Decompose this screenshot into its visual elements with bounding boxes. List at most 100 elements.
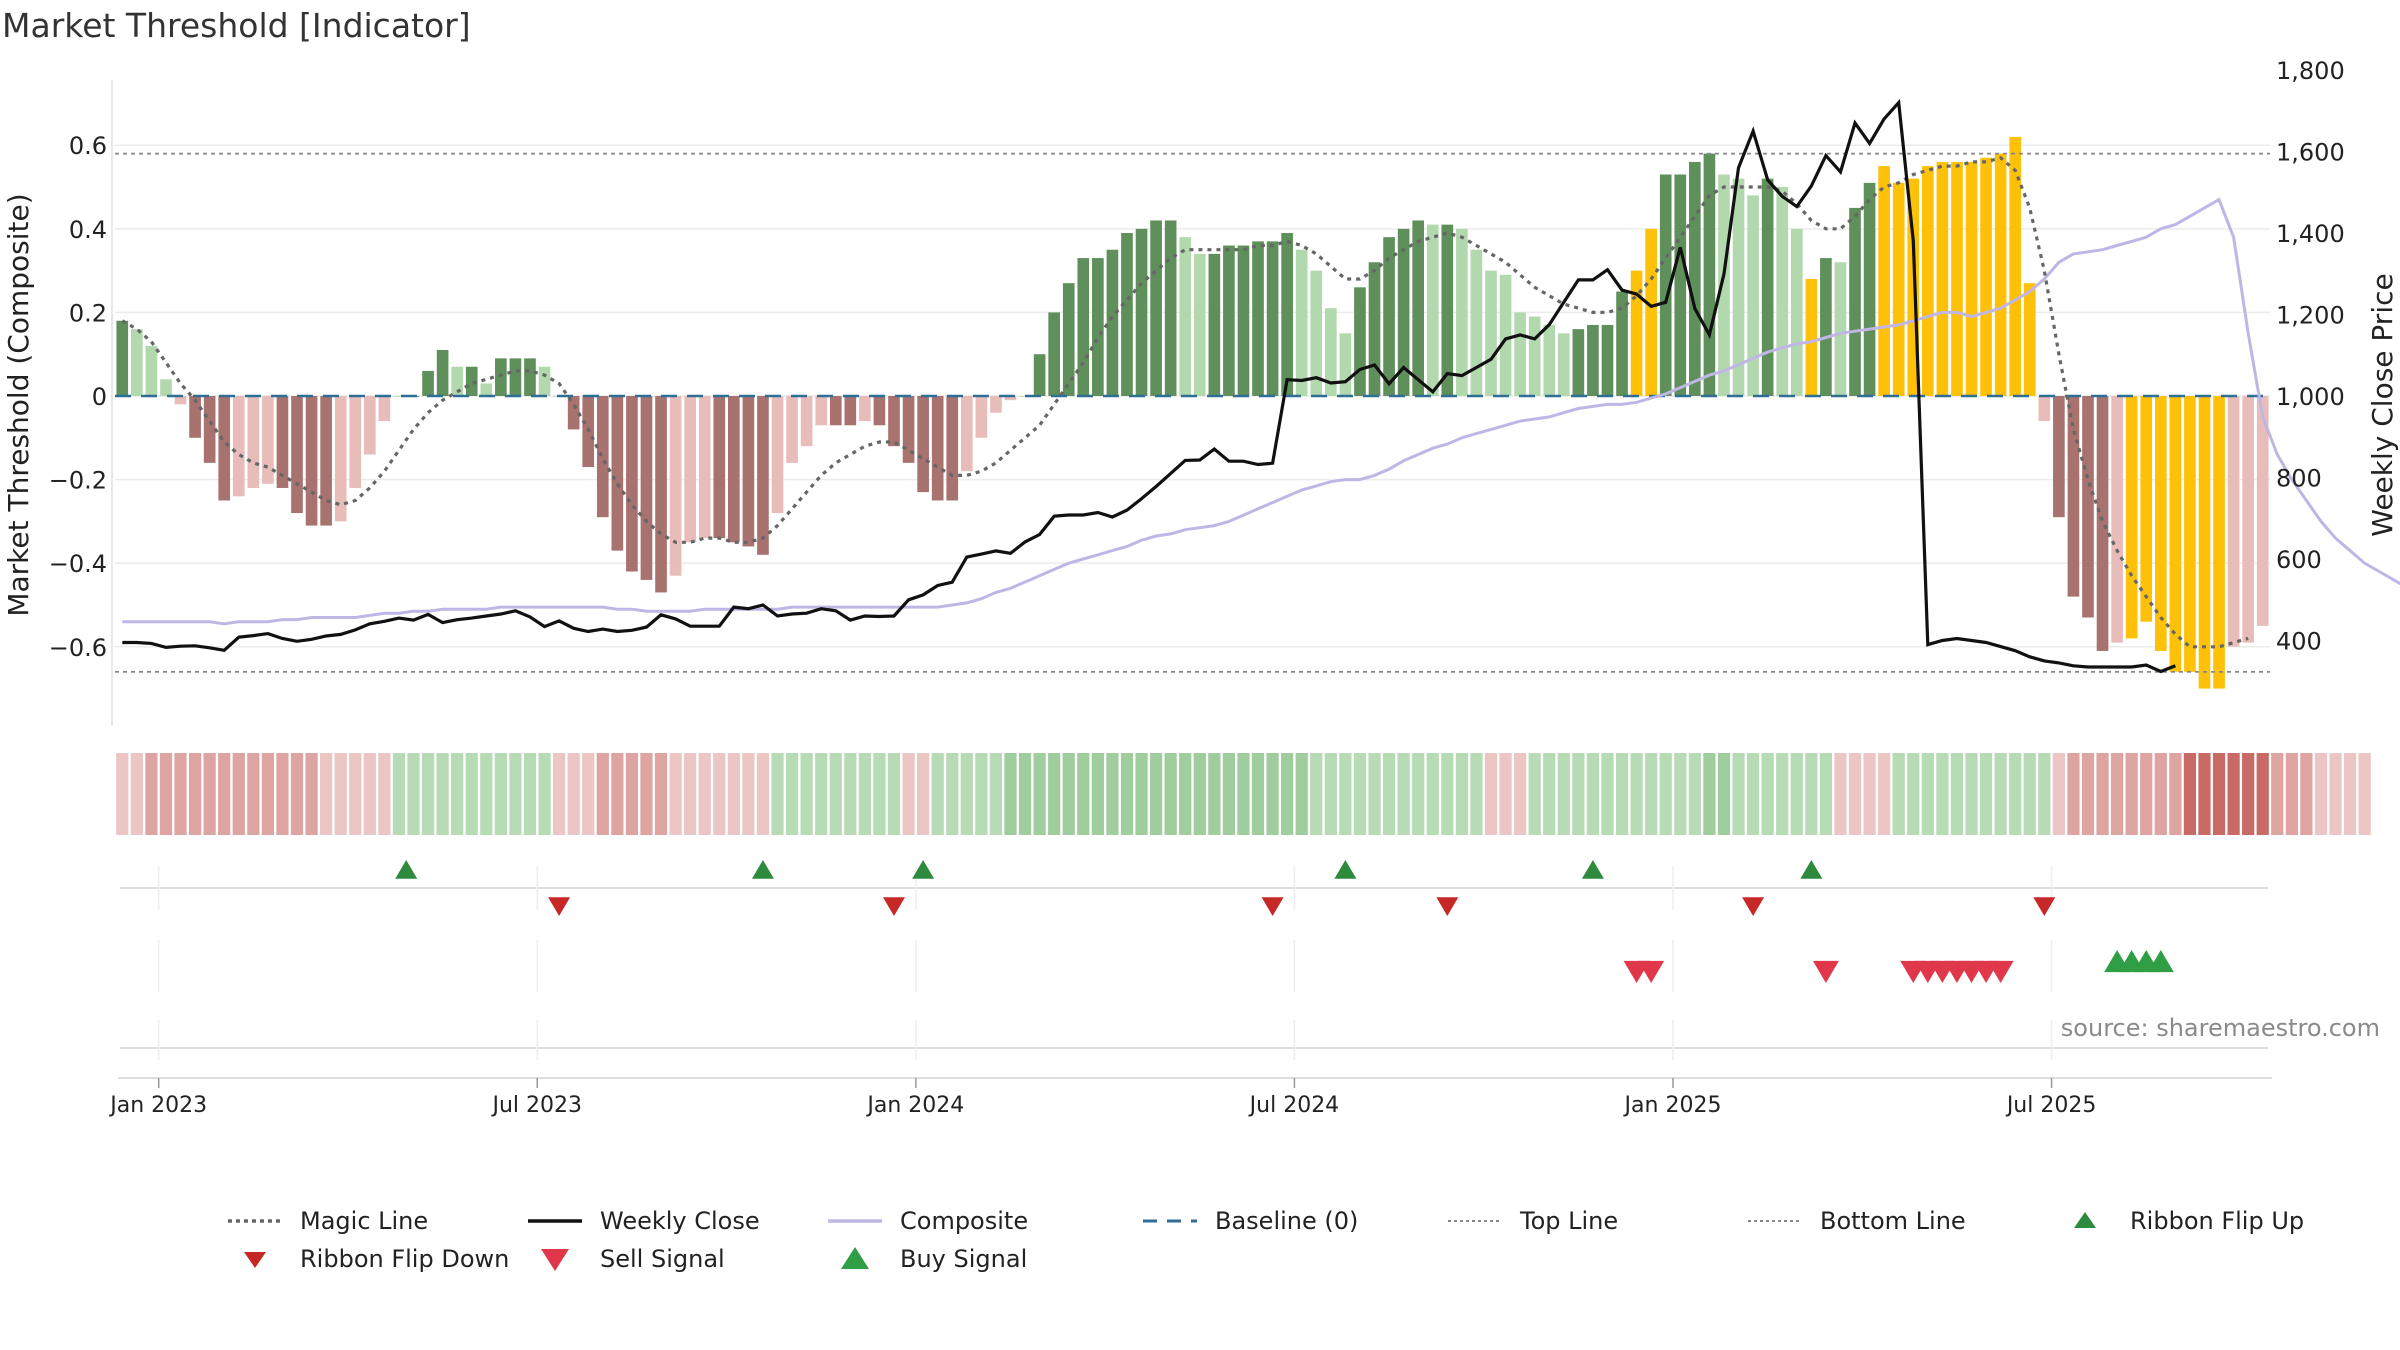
ribbon-cell: [1528, 753, 1541, 835]
ribbon-cell: [1819, 753, 1833, 835]
bar: [1004, 396, 1017, 401]
bar: [1441, 224, 1454, 396]
ribbon-cell: [378, 753, 391, 835]
ribbon-cell: [1863, 753, 1876, 835]
bar: [1805, 278, 1818, 396]
ribbon-cell: [829, 753, 842, 835]
ribbon-cell: [1033, 753, 1046, 835]
ribbon-cell: [451, 753, 464, 835]
ribbon-cell: [247, 753, 260, 835]
bar: [829, 396, 842, 426]
y-tick-label-right: 800: [2276, 465, 2322, 493]
ribbon-cell: [159, 753, 173, 835]
bar: [728, 396, 740, 543]
ribbon-cell: [2212, 753, 2226, 835]
buy-signal-marker: [2147, 950, 2174, 973]
y-tick-label-left: −0.6: [49, 634, 107, 662]
ribbon-cell: [1208, 753, 1221, 835]
bar: [1863, 182, 1876, 396]
bar: [465, 366, 478, 396]
bar: [567, 396, 580, 430]
bar: [859, 396, 871, 422]
ribbon-cell: [2271, 753, 2284, 835]
bar: [2038, 396, 2051, 422]
sell-signal-marker: [1812, 960, 1839, 983]
ribbon-cell: [1135, 753, 1148, 835]
bar: [1601, 324, 1614, 396]
legend-item: Bottom Line: [1740, 1206, 1966, 1236]
ribbon-flip-up-marker: [1581, 860, 1604, 879]
bar: [1936, 161, 1949, 396]
legend-item: Composite: [820, 1206, 1028, 1236]
bar: [1164, 220, 1177, 396]
legend-swatch: [2074, 1212, 2096, 1228]
magic-line: [121, 156, 2249, 649]
legend-item: Ribbon Flip Up: [2050, 1206, 2304, 1236]
y-tick-label-left: −0.4: [49, 550, 107, 578]
ribbon-cell: [713, 753, 726, 835]
ribbon-cell: [276, 753, 289, 835]
ribbon-cell: [873, 753, 886, 835]
bar: [2009, 136, 2022, 396]
legend-swatch: [828, 1219, 882, 1223]
ribbon-cell: [2125, 753, 2138, 835]
bar: [1237, 245, 1250, 396]
bar: [1456, 228, 1468, 396]
ribbon-flip-down-marker: [883, 897, 906, 916]
ribbon-flip-up-marker: [1334, 860, 1357, 879]
ribbon-cell: [946, 753, 959, 835]
ribbon-cell: [844, 753, 857, 835]
bar: [611, 396, 624, 551]
ribbon-cell: [1149, 753, 1163, 835]
ribbon-cell: [1994, 753, 2007, 835]
bar: [713, 396, 726, 539]
bar: [1528, 316, 1541, 396]
y-tick-label-left: 0.2: [69, 299, 107, 327]
bar: [1878, 166, 1890, 396]
bar: [1980, 157, 1992, 396]
bar: [1383, 237, 1395, 396]
ribbon-cell: [2198, 753, 2211, 835]
y-axis-label-left: Market Threshold (Composite): [2, 193, 35, 616]
ribbon-flip-down-marker: [1742, 897, 1765, 916]
bar: [2256, 396, 2269, 626]
ribbon-cell: [2140, 753, 2153, 835]
ribbon-cell: [392, 753, 406, 835]
ribbon-cell: [1441, 753, 1454, 835]
x-tick-label: Jan 2023: [108, 1093, 207, 1118]
bar: [1281, 233, 1293, 396]
bar: [1892, 182, 1905, 396]
ribbon-cell: [1237, 753, 1250, 835]
bar: [2125, 396, 2138, 639]
bar: [247, 396, 260, 488]
ribbon-cell: [1091, 753, 1104, 835]
y-tick-label-left: 0: [92, 383, 107, 411]
ribbon-cell: [1615, 753, 1629, 835]
bar: [815, 396, 828, 426]
bar: [1121, 233, 1133, 396]
x-axis: Jan 2023 Jul 2023 Jan 2024 Jul 2024 Jan 2025…: [108, 1077, 2272, 1118]
chart-title: Market Threshold [Indicator]: [2, 6, 471, 45]
ribbon-cell: [742, 753, 755, 835]
ribbon-cell: [2183, 753, 2197, 835]
legend-label: Magic Line: [300, 1207, 429, 1235]
legend-label: Ribbon Flip Down: [300, 1245, 510, 1273]
ribbon-cell: [2038, 753, 2051, 835]
ribbon-cell: [1222, 753, 1236, 835]
bar: [2140, 396, 2153, 622]
ribbon-cell: [1426, 753, 1439, 835]
ribbon-cell: [669, 753, 682, 835]
ribbon-cell: [917, 753, 930, 835]
ribbon-cell: [2154, 753, 2167, 835]
bar: [1674, 174, 1687, 396]
ribbon-cell: [1339, 753, 1352, 835]
bar: [990, 396, 1002, 413]
bar: [1426, 224, 1439, 396]
ribbon-cell: [1703, 753, 1716, 835]
ribbon-cell: [1310, 753, 1323, 835]
bar: [1339, 333, 1352, 396]
x-tick-label: Jul 2024: [1248, 1093, 1340, 1118]
composite-bars: [116, 136, 2269, 689]
ribbon-cell: [261, 753, 275, 835]
bar: [917, 396, 929, 493]
